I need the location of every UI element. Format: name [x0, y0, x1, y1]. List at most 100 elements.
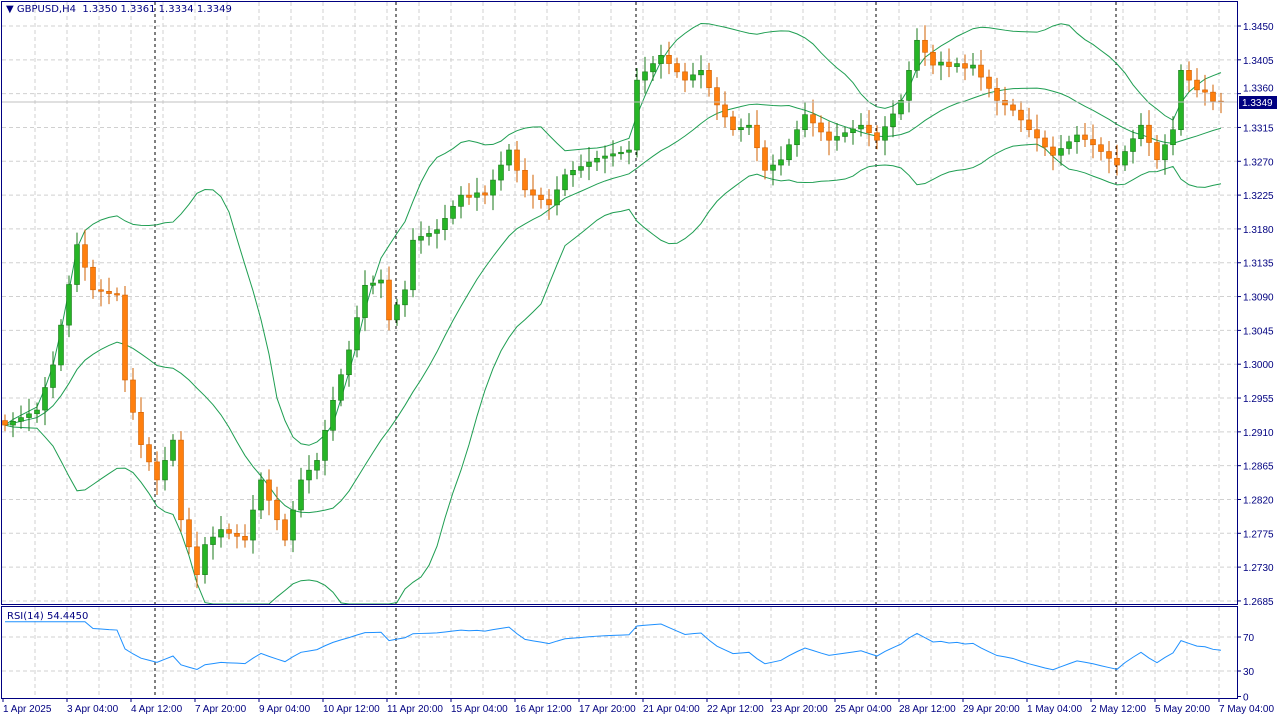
symbol: GBPUSD,H4: [16, 4, 76, 15]
candle: [1026, 107, 1032, 138]
candle-body: [874, 132, 880, 141]
candle: [554, 176, 560, 216]
candle-body: [706, 70, 712, 88]
candle-body: [1026, 119, 1032, 131]
price-tick-label: 1.3225: [1243, 191, 1274, 202]
candle-body: [562, 174, 568, 191]
time-tick-label: 28 Apr 12:00: [899, 704, 956, 715]
candle-body: [1034, 129, 1040, 139]
main-pane-border: [1, 1, 1238, 605]
candle-body: [858, 124, 864, 130]
candle: [698, 55, 704, 89]
candle: [242, 524, 248, 548]
collapse-triangle-icon[interactable]: ▼: [6, 4, 14, 15]
candle-body: [650, 63, 656, 73]
candle-body: [274, 499, 280, 521]
candle: [1018, 101, 1024, 132]
price-axis[interactable]: 1.3450 1.3405 1.3360 1.3315 1.3270 1.3225 1.31…: [1237, 22, 1274, 704]
candle: [1178, 64, 1184, 136]
candle: [1050, 136, 1056, 171]
candle-body: [2, 420, 8, 426]
candle: [962, 54, 968, 81]
candle-body: [898, 100, 904, 115]
candle: [1122, 145, 1128, 172]
candle-body: [250, 509, 256, 541]
candle-body: [202, 544, 208, 575]
candle: [1082, 122, 1088, 148]
candle: [210, 526, 216, 560]
candle: [106, 277, 112, 305]
rsi-tick-label: 30: [1243, 667, 1255, 678]
price-tick-label: 1.3405: [1243, 56, 1274, 67]
candle: [594, 150, 600, 172]
candle-body: [938, 61, 944, 66]
time-tick-label: 21 Apr 04:00: [643, 704, 700, 715]
candle: [682, 62, 688, 93]
candle-body: [290, 509, 296, 541]
candle: [2, 414, 8, 432]
candle: [834, 122, 840, 151]
candle: [330, 386, 336, 441]
candle-body: [658, 55, 664, 64]
candle-body: [618, 151, 624, 155]
candle: [42, 376, 48, 426]
candle: [466, 183, 472, 205]
price-tick-label: 1.2775: [1243, 529, 1274, 540]
candle-body: [114, 293, 120, 296]
candle-body: [794, 129, 800, 146]
candle: [1202, 74, 1208, 106]
candle-body: [514, 149, 520, 171]
time-tick-label: 11 Apr 20:00: [387, 704, 443, 715]
candle-body: [1050, 146, 1056, 156]
candle-body: [306, 469, 312, 481]
candle-body: [338, 374, 344, 401]
candle: [458, 186, 464, 219]
candle: [946, 48, 952, 78]
candle-body: [138, 411, 144, 445]
candle: [514, 140, 520, 183]
candle-body: [714, 87, 720, 106]
time-axis[interactable]: 1 Apr 2025 3 Apr 04:00 4 Apr 12:00 7 Apr 20…: [2, 698, 1274, 715]
price-tick-label: 1.3315: [1243, 123, 1274, 134]
price-tick-label: 1.2865: [1243, 462, 1274, 473]
candle-body: [130, 379, 136, 413]
candle: [1010, 98, 1016, 117]
candle-body: [1098, 144, 1104, 152]
candle-body: [602, 155, 608, 159]
candle-body: [1114, 157, 1120, 166]
candle-body: [1106, 151, 1112, 159]
candle-body: [818, 122, 824, 133]
candle-body: [674, 63, 680, 73]
candle-body: [1154, 142, 1160, 161]
grid: [2, 2, 1237, 698]
candle-body: [482, 192, 488, 196]
candle: [378, 269, 384, 299]
candle: [266, 469, 272, 516]
candle: [1194, 68, 1200, 98]
candle-body: [946, 61, 952, 67]
candle: [450, 200, 456, 225]
price-tick-label: 1.2910: [1243, 428, 1274, 439]
candle-body: [962, 63, 968, 69]
candle: [674, 57, 680, 78]
candle-body: [626, 149, 632, 153]
candle-body: [698, 70, 704, 76]
candle-body: [1138, 124, 1144, 140]
candle: [546, 189, 552, 220]
candle-body: [82, 244, 88, 268]
candle: [162, 446, 168, 491]
candle: [522, 158, 528, 198]
candle: [234, 524, 240, 549]
candle: [226, 523, 232, 540]
bollinger-bands: [4, 22, 1222, 605]
candle: [1066, 135, 1072, 155]
candle-body: [90, 266, 96, 291]
candle-body: [146, 444, 152, 463]
candle: [82, 229, 88, 281]
candle-body: [1074, 134, 1080, 143]
candle-body: [106, 290, 112, 294]
candle: [930, 44, 936, 75]
candle-body: [970, 64, 976, 69]
candle-body: [234, 532, 240, 537]
